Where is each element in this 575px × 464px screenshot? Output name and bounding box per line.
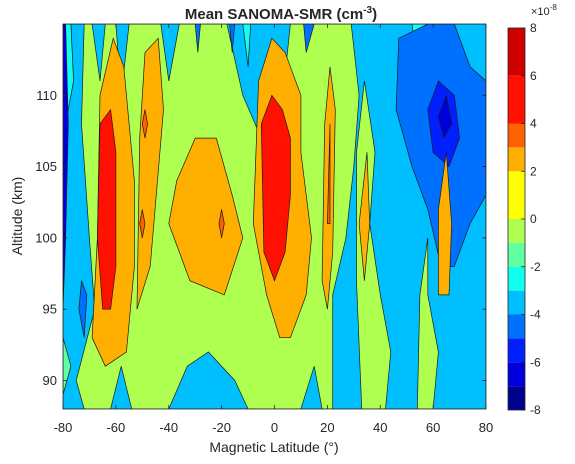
contour-region-6 [242,24,252,67]
contour-region-23 [141,109,148,139]
contour-region-16 [136,37,164,310]
contour-region-9 [78,280,88,338]
y-tick-label: 100 [35,230,57,245]
colorbar-band [508,147,525,172]
x-tick-label: 40 [373,420,387,435]
contour-region-27 [260,94,291,282]
contour-region-2 [356,80,392,409]
x-tick-label: 0 [271,420,278,435]
contour-region-10 [229,24,236,53]
x-axis-label: Magnetic Latitude (°) [209,439,338,455]
y-axis-label: Altitude (km) [9,177,25,256]
colorbar-exponent: ×10-8 [531,3,557,18]
x-tick-label: 80 [479,420,493,435]
x-tick-label: -20 [212,420,231,435]
colorbar-band [508,28,525,76]
colorbar [508,28,525,410]
chart-title-superscript: -3 [363,5,372,16]
colorbar-band [508,219,525,243]
x-tick-label: 60 [426,420,440,435]
colorbar-tick-label: 4 [530,117,537,131]
colorbar-band [508,171,525,219]
colorbar-band [508,123,525,148]
x-tick-label: -40 [159,420,178,435]
x-tick-label: 20 [320,420,334,435]
colorbar-band [508,338,525,363]
colorbar-tick-label: -6 [530,355,541,369]
contour-region-13 [438,93,452,140]
contour-region-11 [194,24,201,53]
colorbar-tick-label: 8 [530,21,537,35]
colorbar-band [508,266,525,291]
colorbar-exponent-value: -8 [550,3,558,12]
colorbar-band [508,242,525,267]
contour-region-22 [218,209,225,238]
colorbar-band [508,75,525,124]
y-tick-label: 105 [35,159,57,174]
colorbar-tick-label: -2 [530,260,541,274]
colorbar-exponent-prefix: ×10 [531,6,550,18]
colorbar-tick-label: 2 [530,164,537,178]
y-tick-label: 110 [36,88,57,103]
chart-title: Mean SANOMA-SMR (cm-3) [185,5,377,23]
x-tick-label: -80 [54,420,73,435]
contour-region-17 [168,137,244,296]
contour-region-26 [97,108,117,310]
contour-region-28 [303,24,315,53]
contour-plot-area [63,24,486,409]
colorbar-tick-label: 6 [530,69,537,83]
contour-region-20 [358,152,371,281]
contour-region-24 [139,209,146,238]
x-tick-label: -60 [106,420,125,435]
x-axis: -80 -60 -40 -20 0 20 40 60 80 [54,24,493,435]
y-tick-label: 90 [43,373,57,388]
contour-region-25 [327,123,331,224]
colorbar-tick-label: 0 [530,212,537,226]
colorbar-ticks: -8 -6 -4 -2 0 2 4 6 8 [521,21,541,417]
colorbar-band [508,386,525,410]
y-axis: 90 95 100 105 110 [35,88,486,388]
colorbar-band [508,362,525,387]
colorbar-band [508,314,525,339]
chart-title-close: ) [372,6,377,23]
y-tick-label: 95 [43,302,57,317]
colorbar-band [508,290,525,315]
contour-region-3 [416,237,439,409]
colorbar-tick-label: -4 [530,308,541,322]
contour-region-21 [438,152,452,296]
chart-title-base: Mean SANOMA-SMR (cm [185,6,363,23]
colorbar-tick-label: -8 [530,403,541,417]
